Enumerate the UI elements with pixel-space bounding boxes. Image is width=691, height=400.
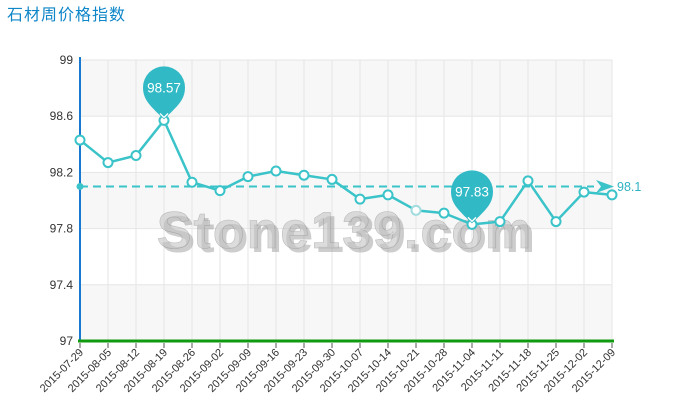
y-axis-label: 97 bbox=[60, 334, 74, 348]
data-point[interactable] bbox=[214, 185, 226, 197]
data-point[interactable] bbox=[242, 171, 254, 183]
y-axis-label: 97.8 bbox=[50, 222, 74, 236]
data-point[interactable] bbox=[102, 157, 114, 169]
data-point[interactable] bbox=[326, 173, 338, 185]
balloon-notch-icon bbox=[467, 216, 477, 223]
y-axis-label: 98.2 bbox=[50, 165, 74, 179]
data-point[interactable] bbox=[606, 189, 618, 201]
data-point[interactable] bbox=[522, 175, 534, 187]
data-point[interactable] bbox=[130, 150, 142, 162]
y-axis-label: 98.6 bbox=[50, 109, 74, 123]
reference-arrow-icon bbox=[596, 179, 614, 193]
data-point[interactable] bbox=[298, 169, 310, 181]
reference-line-start-dot bbox=[76, 182, 84, 190]
series-line bbox=[79, 119, 613, 226]
balloon-notch-icon bbox=[159, 112, 169, 119]
data-point[interactable] bbox=[494, 216, 506, 228]
data-point[interactable] bbox=[438, 207, 450, 219]
data-point[interactable] bbox=[410, 204, 422, 216]
plot-band bbox=[80, 284, 612, 341]
data-point[interactable] bbox=[270, 165, 282, 177]
plot-band bbox=[80, 116, 612, 173]
reference-value-label: 98.1 bbox=[617, 180, 641, 194]
data-point[interactable] bbox=[578, 186, 590, 198]
plot-band bbox=[80, 228, 612, 285]
annotation-value-label: 98.57 bbox=[147, 80, 181, 95]
y-axis-label: 97.4 bbox=[50, 278, 74, 292]
annotation-balloon bbox=[451, 170, 493, 224]
y-axis-label: 99 bbox=[60, 53, 74, 67]
annotation-value-label: 97.83 bbox=[455, 184, 489, 199]
data-point[interactable] bbox=[550, 216, 562, 228]
data-point[interactable] bbox=[382, 189, 394, 201]
data-point[interactable] bbox=[354, 193, 366, 205]
chart-title: 石材周价格指数 bbox=[7, 7, 127, 24]
annotation-balloon bbox=[143, 66, 186, 120]
data-point[interactable] bbox=[186, 176, 198, 188]
data-point[interactable] bbox=[74, 134, 86, 146]
